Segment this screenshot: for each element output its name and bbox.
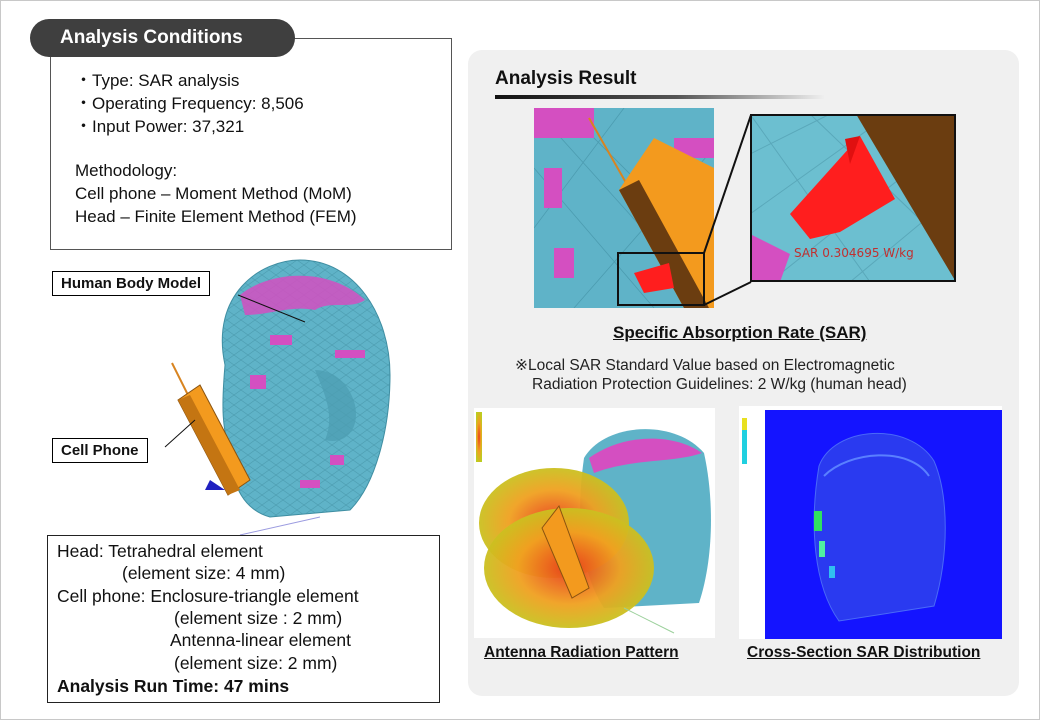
methodology-title: Methodology: [75,161,178,180]
mesh-head-size: (element size: 4 mm) [122,563,286,583]
cross-section-caption: Cross-Section SAR Distribution [747,644,981,661]
mesh-antenna-size: (element size: 2 mm) [174,653,338,673]
mesh-info-box: Head: Tetrahedral element (element size:… [47,535,440,703]
methodology-cellphone: Cell phone – Moment Method (MoM) [75,184,352,203]
conditions-list: ・Type: SAR analysis ・Operating Frequency… [75,69,304,138]
radiation-pattern-image [474,408,715,638]
mesh-runtime: Analysis Run Time: 47 mins [57,676,290,696]
conditions-box: ・Type: SAR analysis ・Operating Frequency… [50,38,452,250]
note-line-1: ※Local SAR Standard Value based on Elect… [515,357,895,374]
sar-closeup-image [534,108,714,308]
condition-power: ・Input Power: 37,321 [75,117,245,136]
methodology-head: Head – Finite Element Method (FEM) [75,207,357,226]
mesh-cellphone-size: (element size : 2 mm) [174,608,343,628]
sar-guideline-note: ※Local SAR Standard Value based on Elect… [515,356,907,394]
condition-frequency: ・Operating Frequency: 8,506 [75,94,304,113]
head-model-image [171,259,391,536]
conditions-title: Analysis Conditions [30,19,295,57]
sar-readout: SAR 0.304695 W/kg [794,246,914,260]
mesh-antenna: Antenna-linear element [170,630,351,650]
pattern-caption: Antenna Radiation Pattern [484,644,679,661]
note-line-2: Radiation Protection Guidelines: 2 W/kg … [532,376,907,393]
label-human-body-model: Human Body Model [52,271,211,296]
methodology: Methodology: Cell phone – Moment Method … [75,159,357,228]
cross-section-image [739,406,1002,639]
result-title: Analysis Result [495,68,637,89]
condition-type: ・Type: SAR analysis [75,71,240,90]
mesh-cellphone: Cell phone: Enclosure-triangle element [57,586,359,606]
label-cell-phone: Cell Phone [52,438,148,463]
sar-zoom-image: SAR 0.304695 W/kg [750,114,956,282]
result-title-underline [495,95,825,99]
sar-caption: Specific Absorption Rate (SAR) [613,323,867,342]
mesh-head: Head: Tetrahedral element [57,541,263,561]
